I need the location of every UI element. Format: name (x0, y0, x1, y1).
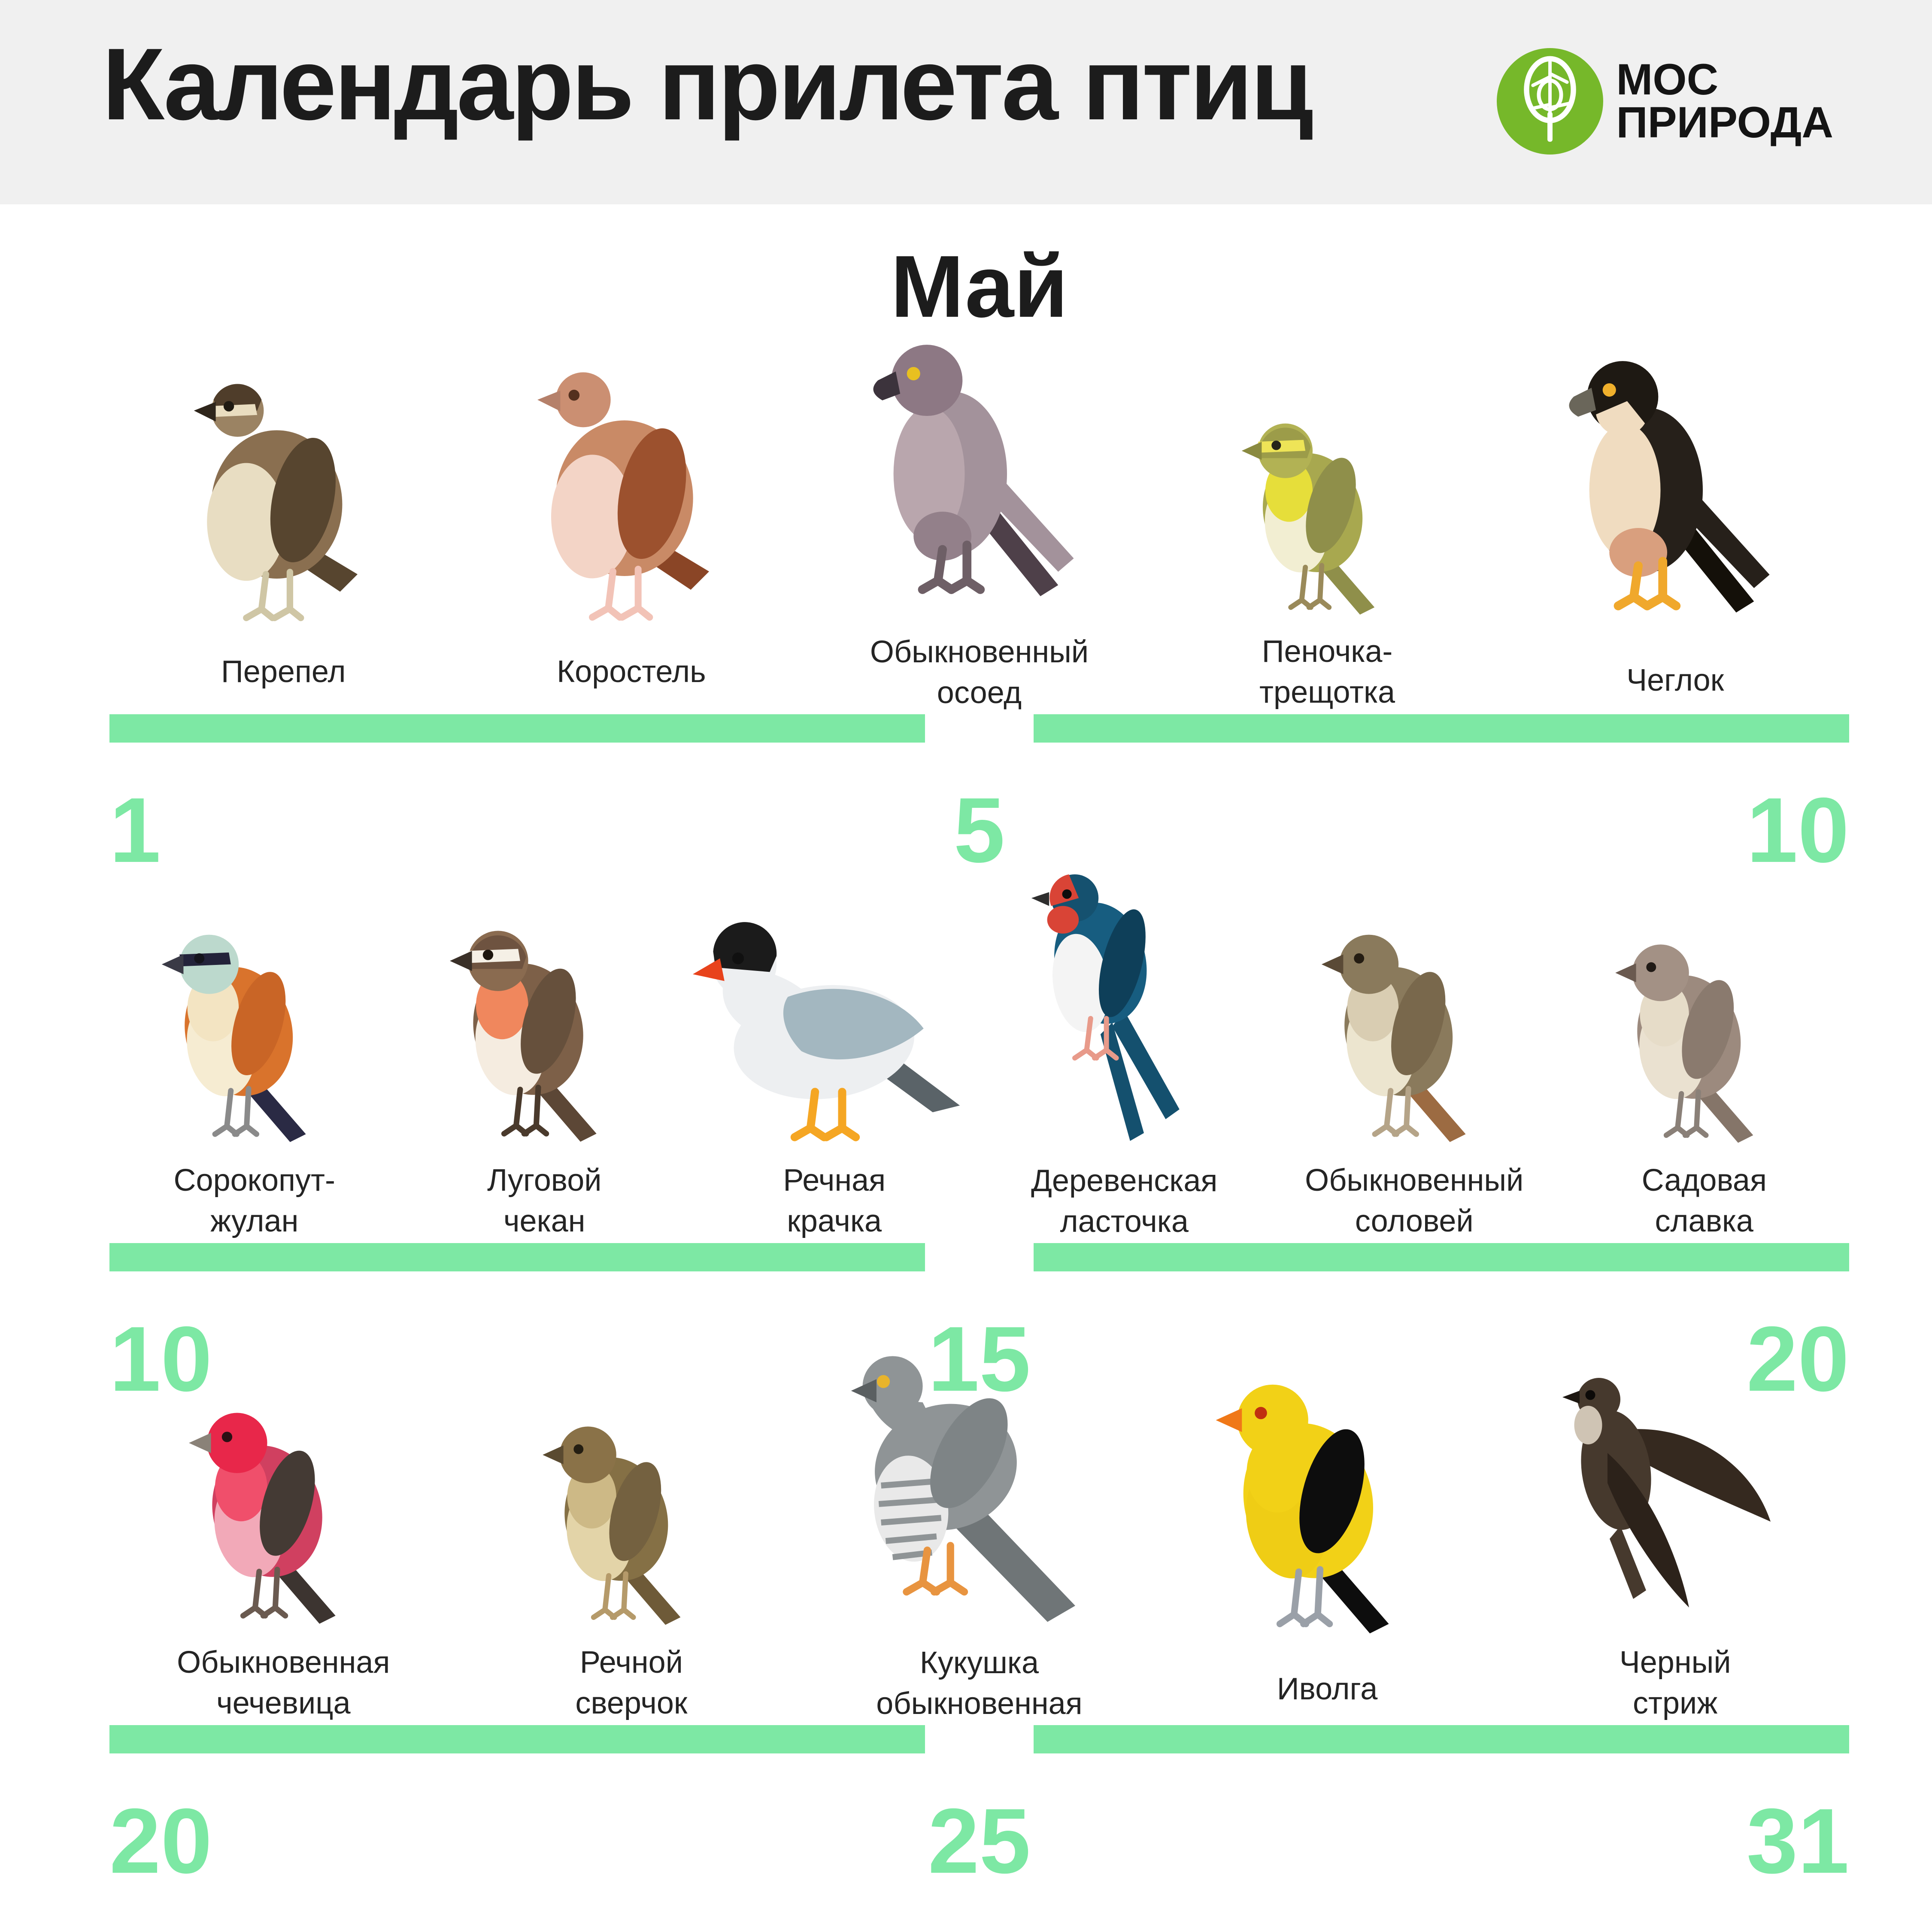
bird-card-rosefinch: Обыкновенная чечевица (109, 1359, 458, 1724)
rosefinch-illustration (183, 1391, 384, 1642)
timeline-row-3 (109, 1725, 1849, 1753)
tree-icon (1497, 48, 1604, 155)
date-scale-row-3: 20 25 31 (109, 1795, 1849, 1887)
bird-label: Речная крачка (783, 1163, 886, 1238)
date-start: 10 (109, 1307, 212, 1410)
bird-label: Луговой чекан (487, 1163, 602, 1238)
bird-list-row-2: Сорокопут- жулан Луговой чекан Речная кр… (109, 877, 1849, 1242)
bird-card-whinchat: Луговой чекан (400, 877, 690, 1242)
arrival-row-2: Сорокопут- жулан Луговой чекан Речная кр… (109, 877, 1849, 1405)
arrival-row-3: Обыкновенная чечевица Речной сверчок Кук… (109, 1359, 1849, 1887)
nightingale-illustration (1316, 913, 1513, 1160)
bird-label: Деревенская ласточка (1031, 1163, 1218, 1239)
bird-card-honey-buzzard: Обыкновенный осоед (805, 348, 1153, 713)
bird-list-row-3: Обыкновенная чечевица Речной сверчок Кук… (109, 1359, 1849, 1724)
bird-card-nightingale: Обыкновенный соловей (1269, 877, 1559, 1242)
bird-list-row-1: Перепел Коростель Обыкновенный осоед Пен… (109, 348, 1849, 713)
date-end: 10 (1746, 778, 1849, 882)
logo-line-1: МОС (1616, 55, 1719, 104)
date-mid: 5 (953, 778, 1005, 882)
date-mid: 25 (928, 1789, 1031, 1893)
timeline-bar-left (109, 1243, 925, 1271)
red-backed-shrike-illustration (156, 913, 353, 1160)
bird-label: Чеглок (1626, 663, 1724, 698)
bird-card-river-warbler: Речной сверчок (458, 1359, 806, 1724)
hobby-falcon-illustration (1558, 348, 1792, 648)
bird-label: Кукушка обыкновенная (876, 1645, 1083, 1721)
arrival-row-1: Перепел Коростель Обыкновенный осоед Пен… (109, 348, 1849, 876)
date-start: 1 (109, 778, 161, 882)
bird-label: Обыкновенная чечевица (177, 1645, 390, 1720)
timeline-row-2 (109, 1243, 1849, 1271)
swift-illustration (1552, 1363, 1799, 1642)
mospriroda-logo: МОС ПРИРОДА (1497, 48, 1833, 155)
bird-card-golden-oriole: Иволга (1153, 1359, 1501, 1724)
date-scale-row-2: 10 15 20 (109, 1313, 1849, 1405)
bird-card-swift: Черный стриж (1501, 1359, 1849, 1724)
garden-warbler-illustration (1610, 924, 1799, 1160)
wood-warbler-illustration (1236, 403, 1418, 631)
cuckoo-illustration (835, 1342, 1124, 1643)
bird-card-cuckoo: Кукушка обыкновенная (805, 1359, 1153, 1724)
quail-illustration (174, 369, 392, 631)
bird-label: Коростель (557, 655, 706, 689)
common-tern-illustration (693, 911, 976, 1160)
bird-label: Сорокопут- жулан (173, 1163, 335, 1238)
timeline-bar-left (109, 1725, 925, 1753)
date-mid: 15 (928, 1307, 1031, 1410)
bird-card-quail: Перепел (109, 348, 458, 713)
bird-label: Речной сверчок (575, 1645, 688, 1720)
bird-label: Перепел (221, 655, 346, 689)
bird-card-red-backed-shrike: Сорокопут- жулан (109, 877, 400, 1242)
bird-label: Обыкновенный осоед (870, 634, 1089, 710)
logo-wordmark: МОС ПРИРОДА (1616, 58, 1833, 144)
bird-card-hobby: Чеглок (1501, 348, 1849, 713)
bird-label: Черный стриж (1619, 1645, 1731, 1720)
barn-swallow-illustration (1025, 864, 1223, 1161)
date-start: 20 (109, 1789, 212, 1893)
date-end: 20 (1746, 1307, 1849, 1410)
river-warbler-illustration (537, 1406, 726, 1642)
timeline-bar-right (1034, 714, 1849, 743)
bird-card-wood-warbler: Пеночка- трещотка (1153, 348, 1501, 713)
page-title: Календарь прилета птиц (102, 27, 1313, 141)
timeline-bar-right (1034, 1243, 1849, 1271)
bird-card-garden-warbler: Садовая славка (1559, 877, 1850, 1242)
whinchat-illustration (444, 909, 645, 1160)
header: Календарь прилета птиц МОС ПРИРОДА (0, 0, 1932, 204)
timeline-row-1 (109, 714, 1849, 743)
corncrake-illustration (517, 356, 746, 631)
bird-card-barn-swallow: Деревенская ласточка (980, 877, 1270, 1242)
golden-oriole-illustration (1209, 1359, 1446, 1655)
timeline-bar-left (109, 714, 925, 743)
logo-line-2: ПРИРОДА (1616, 98, 1833, 147)
bird-label: Иволга (1277, 1672, 1378, 1707)
bird-card-corncrake: Коростель (458, 348, 806, 713)
date-end: 31 (1746, 1789, 1849, 1893)
date-scale-row-1: 1 5 10 (109, 784, 1849, 876)
bird-label: Пеночка- трещотка (1259, 634, 1395, 710)
bird-label: Садовая славка (1641, 1163, 1767, 1238)
month-title: Май (890, 237, 1068, 336)
honey-buzzard-illustration (862, 331, 1096, 632)
timeline-bar-right (1034, 1725, 1849, 1753)
bird-card-common-tern: Речная крачка (689, 877, 980, 1242)
bird-label: Обыкновенный соловей (1305, 1163, 1524, 1238)
